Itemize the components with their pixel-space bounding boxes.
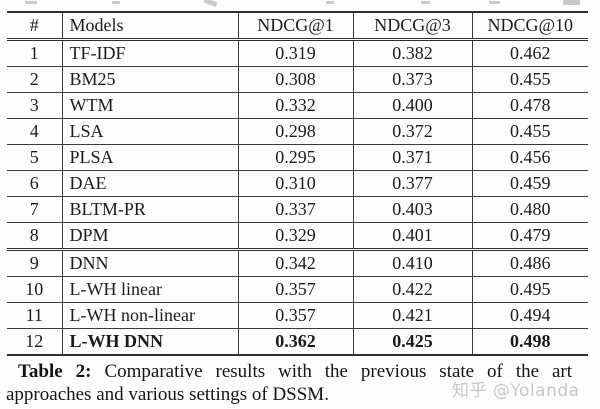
model-name: TF-IDF [61, 39, 238, 67]
ndcg3-value: 0.421 [352, 302, 472, 329]
ndcg3-value: 0.372 [352, 118, 472, 145]
col-header-ndcg3: NDCG@3 [352, 12, 472, 40]
ndcg10-value: 0.498 [471, 328, 588, 355]
model-name: BLTM-PR [61, 196, 238, 223]
row-number: 8 [29, 225, 39, 245]
ndcg1-value: 0.337 [237, 196, 353, 223]
ndcg10-value: 0.455 [471, 66, 588, 93]
ndcg10-value: 0.456 [471, 144, 588, 171]
table-row: 9 DNN 0.342 0.410 0.486 [7, 249, 588, 277]
ndcg3-value: 0.377 [352, 170, 472, 197]
ndcg1-value: 0.332 [237, 92, 353, 119]
ndcg10-value: 0.455 [471, 118, 588, 145]
ndcg1-value: 0.357 [237, 302, 353, 329]
cropped-text-remnant [326, 1, 334, 4]
col-header-models: Models [61, 12, 238, 40]
row-number: 5 [29, 147, 39, 167]
caption-text-line2: approaches and various settings of DSSM. [6, 384, 329, 405]
ndcg1-value: 0.329 [237, 222, 353, 250]
model-name: L-WH linear [61, 276, 238, 303]
table-row: 10 L-WH linear 0.357 0.422 0.495 [7, 276, 588, 303]
table-row: 1 TF-IDF 0.319 0.382 0.462 [7, 39, 588, 67]
table-row: 6 DAE 0.310 0.377 0.459 [7, 170, 588, 197]
row-number: 9 [29, 253, 39, 273]
cropped-text-remnant [489, 1, 500, 4]
ndcg10-value: 0.486 [471, 249, 588, 277]
row-number: 4 [29, 121, 39, 141]
table-header-row: # Models NDCG@1 NDCG@3 NDCG@10 [7, 12, 588, 40]
ndcg10-value: 0.495 [471, 276, 588, 303]
results-table: # Models NDCG@1 NDCG@3 NDCG@10 1 TF-IDF … [7, 11, 588, 356]
cropped-text-remnant [563, 0, 580, 5]
cropped-text-remnant [203, 0, 218, 8]
ndcg3-value: 0.403 [352, 196, 472, 223]
ndcg3-value: 0.400 [352, 92, 472, 119]
row-number: 6 [29, 173, 39, 193]
ndcg10-value: 0.479 [471, 222, 588, 250]
table-row: 11 L-WH non-linear 0.357 0.421 0.494 [7, 302, 588, 329]
row-number: 7 [29, 199, 39, 219]
row-number: 11 [25, 305, 43, 325]
ndcg10-value: 0.459 [471, 170, 588, 197]
model-name: DPM [61, 222, 238, 250]
ndcg10-value: 0.478 [471, 92, 588, 119]
ndcg1-value: 0.357 [237, 276, 353, 303]
model-name: L-WH DNN [61, 328, 238, 355]
ndcg1-value: 0.298 [237, 118, 353, 145]
table-row: 3 WTM 0.332 0.400 0.478 [7, 92, 588, 119]
model-name: LSA [61, 118, 238, 145]
ndcg3-value: 0.425 [352, 328, 472, 355]
model-name: DNN [61, 249, 238, 277]
table-row: 4 LSA 0.298 0.372 0.455 [7, 118, 588, 145]
col-header-ndcg10: NDCG@10 [471, 12, 588, 40]
model-name: PLSA [61, 144, 238, 171]
table-row: 8 DPM 0.329 0.401 0.479 [7, 222, 588, 250]
ndcg10-value: 0.462 [471, 39, 588, 67]
cropped-text-remnant [421, 1, 430, 4]
ndcg10-value: 0.494 [471, 302, 588, 329]
ndcg3-value: 0.382 [352, 39, 472, 67]
model-name: WTM [61, 92, 238, 119]
caption-text-line1: Comparative results with the previous st… [104, 361, 573, 382]
row-number: 1 [29, 43, 39, 63]
cropped-text-remnant [112, 1, 120, 4]
table-row: 7 BLTM-PR 0.337 0.403 0.480 [7, 196, 588, 223]
model-name: DAE [61, 170, 238, 197]
ndcg1-value: 0.342 [237, 249, 353, 277]
ndcg3-value: 0.371 [352, 144, 472, 171]
ndcg1-value: 0.319 [237, 39, 353, 67]
ndcg3-value: 0.401 [352, 222, 472, 250]
table-row: 12 L-WH DNN 0.362 0.425 0.498 [7, 328, 588, 355]
ndcg1-value: 0.362 [237, 328, 353, 355]
ndcg1-value: 0.308 [237, 66, 353, 93]
ndcg3-value: 0.373 [352, 66, 472, 93]
caption-label: Table 2: [18, 361, 92, 382]
model-name: BM25 [61, 66, 238, 93]
ndcg1-value: 0.295 [237, 144, 353, 171]
row-number: 12 [25, 331, 44, 351]
ndcg1-value: 0.310 [237, 170, 353, 197]
col-header-ndcg1: NDCG@1 [237, 12, 353, 40]
table-caption: Table 2: Comparative results with the pr… [6, 360, 572, 406]
table-row: 2 BM25 0.308 0.373 0.455 [7, 66, 588, 93]
caption-line1: Table 2: Comparative results with the pr… [6, 360, 572, 383]
row-number: 3 [29, 95, 39, 115]
row-number: 10 [25, 279, 44, 299]
table-row: 5 PLSA 0.295 0.371 0.456 [7, 144, 588, 171]
cropped-text-remnant [25, 1, 37, 4]
ndcg10-value: 0.480 [471, 196, 588, 223]
col-header-num: # [29, 15, 39, 35]
model-name: L-WH non-linear [61, 302, 238, 329]
table-body: 1 TF-IDF 0.319 0.382 0.462 2 BM25 0.308 … [7, 39, 588, 355]
ndcg3-value: 0.422 [352, 276, 472, 303]
ndcg3-value: 0.410 [352, 249, 472, 277]
row-number: 2 [29, 69, 39, 89]
